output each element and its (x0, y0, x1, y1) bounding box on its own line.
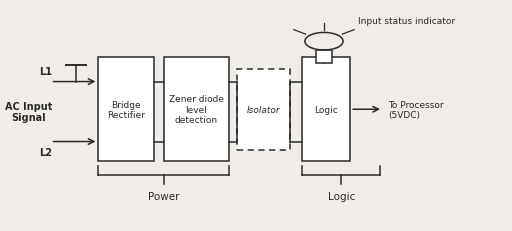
Text: L2: L2 (39, 147, 52, 157)
Bar (164, 58, 229, 161)
Text: Power: Power (148, 191, 180, 201)
Text: L1: L1 (39, 67, 52, 77)
Text: Input status indicator: Input status indicator (358, 17, 455, 26)
Bar (316, 51, 332, 63)
Text: Bridge
Rectifier: Bridge Rectifier (107, 100, 145, 119)
Text: Logic: Logic (314, 105, 338, 114)
Bar (302, 58, 350, 161)
Bar (98, 58, 154, 161)
Text: Logic: Logic (328, 191, 355, 201)
Text: To Processor
(5VDC): To Processor (5VDC) (388, 100, 443, 119)
Text: Isolator: Isolator (246, 105, 280, 114)
Text: Zener diode
level
detection: Zener diode level detection (169, 95, 224, 125)
Text: AC Input
Signal: AC Input Signal (5, 101, 53, 123)
Bar (237, 70, 290, 150)
